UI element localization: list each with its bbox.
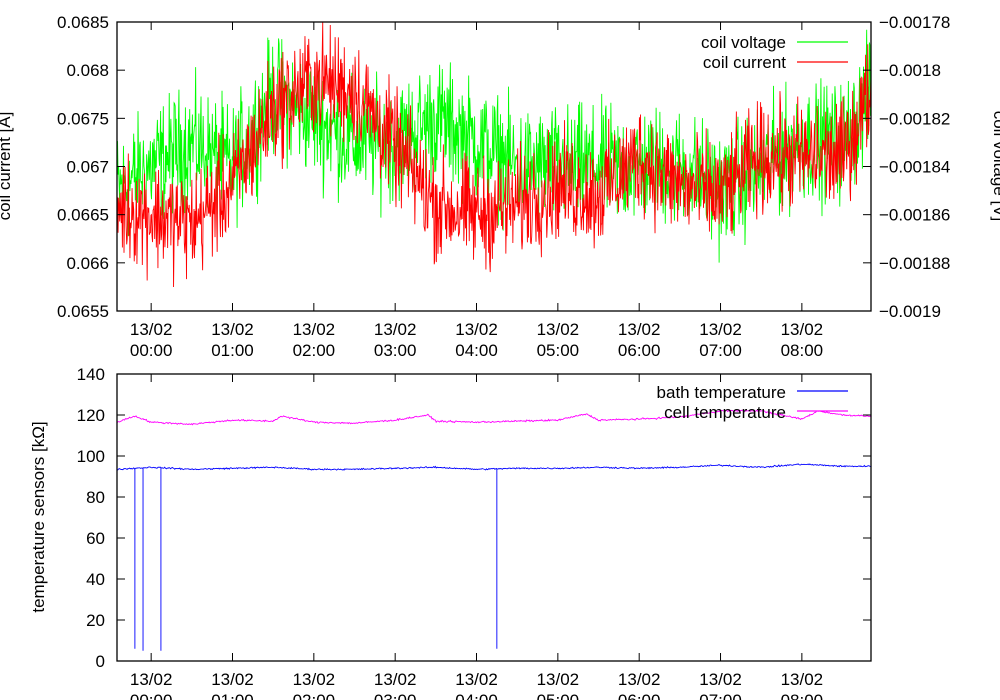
coil-time-tick-time: 03:00 xyxy=(374,341,417,360)
coil-voltage-tick-label: −0.00188 xyxy=(879,254,950,273)
coil-voltage-axis-label: coil voltage [V] xyxy=(990,111,1000,222)
legend-bath-temperature-label: bath temperature xyxy=(657,383,786,402)
coil-current-tick-label: 0.068 xyxy=(66,61,109,80)
temperature-tick-label: 80 xyxy=(86,488,105,507)
coil-current-tick-label: 0.0665 xyxy=(57,206,109,225)
temperature-time-tick-time: 06:00 xyxy=(618,691,661,700)
temperature-tick-label: 40 xyxy=(86,570,105,589)
bath-temperature-line xyxy=(116,463,872,651)
temperature-time-axis: 13/02 00:00 13/02 01:00 13/02 02:00 13/02 03:00… xyxy=(130,374,823,700)
coil-current-tick-label: 0.0655 xyxy=(57,302,109,321)
temperature-time-tick-time: 04:00 xyxy=(455,691,498,700)
cell-temperature-series xyxy=(116,409,872,426)
temperature-time-tick-date: 13/02 xyxy=(455,670,498,689)
temperature-time-tick-time: 03:00 xyxy=(374,691,417,700)
temperature-time-tick-time: 00:00 xyxy=(130,691,173,700)
coil-current-line xyxy=(116,21,872,287)
coil-current-tick-label: 0.0685 xyxy=(57,13,109,32)
coil-voltage-tick-label: −0.00186 xyxy=(879,206,950,225)
temperature-time-tick-time: 02:00 xyxy=(293,691,336,700)
coil-time-axis: 13/02 00:00 13/02 01:00 13/02 02:00 13/02 03:00… xyxy=(130,22,823,360)
temperature-time-tick-date: 13/02 xyxy=(130,670,173,689)
coil-time-tick-time: 02:00 xyxy=(293,341,336,360)
coil-time-tick-date: 13/02 xyxy=(618,320,661,339)
temperature-time-tick-date: 13/02 xyxy=(211,670,254,689)
temperature-axis: 0 20 40 60 80 100 120 140 xyxy=(77,365,871,671)
temperature-time-tick-time: 08:00 xyxy=(781,691,824,700)
coil-current-tick-label: 0.066 xyxy=(66,254,109,273)
coil-time-tick-date: 13/02 xyxy=(374,320,417,339)
coil-current-series xyxy=(116,21,872,287)
coil-time-tick-time: 08:00 xyxy=(781,341,824,360)
temperature-time-tick-date: 13/02 xyxy=(618,670,661,689)
coil-time-tick-date: 13/02 xyxy=(293,320,336,339)
coil-voltage-axis: −0.0019 −0.00188 −0.00186 −0.00184 −0.00182 −… xyxy=(863,13,950,321)
coil-voltage-line xyxy=(116,29,872,263)
coil-voltage-tick-label: −0.00178 xyxy=(879,13,950,32)
temperature-time-tick-date: 13/02 xyxy=(699,670,742,689)
temperature-time-tick-date: 13/02 xyxy=(781,670,824,689)
temperature-time-tick-date: 13/02 xyxy=(537,670,580,689)
temperature-time-tick-date: 13/02 xyxy=(374,670,417,689)
coil-time-tick-time: 04:00 xyxy=(455,341,498,360)
coil-time-tick-date: 13/02 xyxy=(455,320,498,339)
temperature-time-tick-date: 13/02 xyxy=(293,670,336,689)
coil-time-tick-time: 01:00 xyxy=(211,341,254,360)
temperature-axis-label: temperature sensors [kΩ] xyxy=(29,421,48,612)
coil-time-tick-date: 13/02 xyxy=(130,320,173,339)
coil-time-tick-date: 13/02 xyxy=(537,320,580,339)
coil-time-tick-date: 13/02 xyxy=(781,320,824,339)
coil-time-tick-time: 00:00 xyxy=(130,341,173,360)
temperature-tick-label: 140 xyxy=(77,365,105,384)
coil-time-tick-date: 13/02 xyxy=(699,320,742,339)
coil-time-tick-time: 07:00 xyxy=(699,341,742,360)
temperature-tick-label: 100 xyxy=(77,447,105,466)
coil-current-tick-label: 0.067 xyxy=(66,158,109,177)
coil-current-axis: 0.0655 0.066 0.0665 0.067 0.0675 0.068 0.0685 xyxy=(57,13,125,321)
cell-temperature-line xyxy=(116,409,872,426)
coil-time-tick-time: 05:00 xyxy=(537,341,580,360)
legend-coil-current-label: coil current xyxy=(703,53,786,72)
bath-temperature-series xyxy=(116,463,872,651)
temperature-time-tick-time: 07:00 xyxy=(699,691,742,700)
temperature-tick-label: 120 xyxy=(77,406,105,425)
coil-voltage-tick-label: −0.00184 xyxy=(879,158,950,177)
legend-cell-temperature-label: cell temperature xyxy=(664,403,786,422)
coil-voltage-tick-label: −0.0018 xyxy=(879,61,941,80)
legend-coil-voltage-label: coil voltage xyxy=(701,33,786,52)
coil-time-tick-date: 13/02 xyxy=(211,320,254,339)
coil-voltage-tick-label: −0.00182 xyxy=(879,109,950,128)
coil-voltage-tick-label: −0.0019 xyxy=(879,302,941,321)
coil-current-axis-label: coil current [A] xyxy=(0,112,14,221)
coil-legend: coil voltage coil current xyxy=(701,33,848,72)
coil-voltage-series xyxy=(116,29,872,263)
temperature-tick-label: 60 xyxy=(86,529,105,548)
temperature-time-tick-time: 05:00 xyxy=(537,691,580,700)
coil-panel: 0.06550.0660.06650.0670.06750.0680.0685 … xyxy=(0,13,1000,360)
coil-time-tick-time: 06:00 xyxy=(618,341,661,360)
temperature-legend: bath temperature cell temperature xyxy=(657,383,848,422)
temperature-plot-frame xyxy=(116,373,872,662)
coil-current-tick-label: 0.0675 xyxy=(57,109,109,128)
temperature-tick-label: 20 xyxy=(86,611,105,630)
temperature-time-tick-time: 01:00 xyxy=(211,691,254,700)
temperature-tick-label: 0 xyxy=(96,652,105,671)
